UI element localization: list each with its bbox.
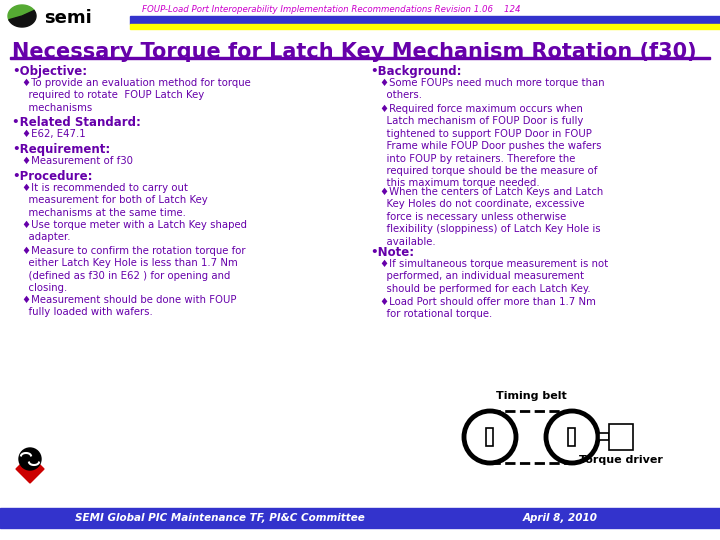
Text: ♦Some FOUPs need much more torque than
  others.: ♦Some FOUPs need much more torque than o… — [380, 78, 605, 100]
Text: ♦When the centers of Latch Keys and Latch
  Key Holes do not coordinate, excessi: ♦When the centers of Latch Keys and Latc… — [380, 187, 603, 247]
Text: ♦Measurement of f30: ♦Measurement of f30 — [22, 156, 133, 166]
Text: ♦It is recommended to carry out
  measurement for both of Latch Key
  mechanisms: ♦It is recommended to carry out measurem… — [22, 183, 208, 218]
Circle shape — [464, 411, 516, 463]
Circle shape — [19, 448, 41, 470]
Bar — [130, 16, 720, 24]
Circle shape — [546, 411, 598, 463]
Text: ♦Use torque meter with a Latch Key shaped
  adapter.: ♦Use torque meter with a Latch Key shape… — [22, 220, 247, 242]
Bar — [609, 424, 633, 450]
Text: •Requirement:: •Requirement: — [12, 143, 110, 156]
Text: Necessary Torque for Latch Key Mechanism Rotation (f30): Necessary Torque for Latch Key Mechanism… — [12, 42, 697, 62]
Text: Timing belt: Timing belt — [495, 391, 567, 401]
Text: •Related Standard:: •Related Standard: — [12, 116, 141, 129]
Text: SEMI Global PIC Maintenance TF, PI&C Committee: SEMI Global PIC Maintenance TF, PI&C Com… — [75, 513, 365, 523]
Bar — [568, 428, 575, 446]
Polygon shape — [8, 5, 34, 20]
Bar — [130, 24, 720, 29]
Text: ♦Measure to confirm the rotation torque for
  either Latch Key Hole is less than: ♦Measure to confirm the rotation torque … — [22, 246, 246, 293]
Text: ♦E62, E47.1: ♦E62, E47.1 — [22, 129, 86, 139]
Text: ♦To provide an evaluation method for torque
  required to rotate  FOUP Latch Key: ♦To provide an evaluation method for tor… — [22, 78, 251, 113]
Text: ♦Measurement should be done with FOUP
  fully loaded with wafers.: ♦Measurement should be done with FOUP fu… — [22, 295, 236, 318]
Text: FOUP-Load Port Interoperability Implementation Recommendations Revision 1.06    : FOUP-Load Port Interoperability Implemen… — [142, 5, 521, 15]
Polygon shape — [16, 455, 44, 483]
Polygon shape — [9, 10, 36, 27]
Text: ♦If simultaneous torque measurement is not
  performed, an individual measuremen: ♦If simultaneous torque measurement is n… — [380, 259, 608, 294]
Text: ♦Required force maximum occurs when
  Latch mechanism of FOUP Door is fully
  ti: ♦Required force maximum occurs when Latc… — [380, 104, 601, 188]
Bar — [0, 0, 720, 35]
Bar — [599, 433, 609, 440]
Text: ♦Load Port should offer more than 1.7 Nm
  for rotational torque.: ♦Load Port should offer more than 1.7 Nm… — [380, 297, 596, 319]
Text: Torque driver: Torque driver — [579, 455, 663, 465]
Text: •Background:: •Background: — [370, 65, 462, 78]
Bar — [486, 428, 493, 446]
Text: •Objective:: •Objective: — [12, 65, 87, 78]
Bar — [0, 508, 720, 528]
Text: semi: semi — [44, 9, 91, 27]
Text: •Procedure:: •Procedure: — [12, 170, 92, 183]
Bar — [10, 57, 710, 59]
Text: April 8, 2010: April 8, 2010 — [523, 513, 598, 523]
Text: •Note:: •Note: — [370, 246, 414, 259]
